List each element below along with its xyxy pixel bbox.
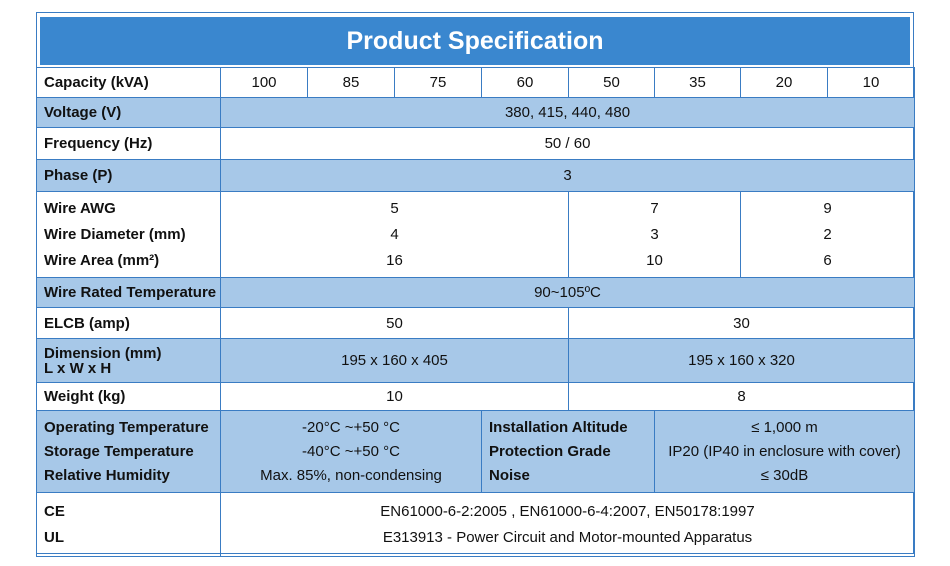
capacity-value: 20	[740, 67, 828, 98]
wire-group: 5 4 16	[220, 191, 569, 278]
weight-value: 8	[568, 382, 915, 411]
row-label: Wire Area (mm²)	[44, 251, 160, 269]
phase-value: 3	[220, 159, 915, 192]
spec-table: Capacity (kVA) 100 85 75 60 50 35 20 10 …	[36, 67, 915, 557]
row-label: Voltage (V)	[36, 97, 221, 128]
row-label: CE	[44, 502, 65, 520]
table-row-dimension: Dimension (mm) L x W x H 195 x 160 x 405…	[36, 338, 915, 383]
row-label: L x W x H	[44, 359, 112, 377]
wire-area-value: 10	[646, 251, 663, 269]
wire-diameter-value: 2	[823, 225, 832, 243]
table-row-wire: Wire AWG Wire Diameter (mm) Wire Area (m…	[36, 191, 915, 278]
operating-temperature-value: -20°C ~+50 °C	[302, 418, 400, 436]
wire-group: 9 2 6	[740, 191, 915, 278]
row-label: Operating Temperature	[44, 418, 209, 436]
page-title: Product Specification	[40, 17, 910, 65]
certification-labels: CE UL	[36, 492, 221, 557]
wire-area-value: 6	[823, 251, 832, 269]
relative-humidity-value: Max. 85%, non-condensing	[260, 466, 442, 484]
capacity-value: 75	[394, 67, 482, 98]
dimension-value: 195 x 160 x 405	[220, 338, 569, 383]
wire-rated-temperature-value: 90~105ºC	[220, 277, 915, 308]
environment-right-values: ≤ 1,000 m IP20 (IP40 in enclosure with c…	[654, 410, 915, 493]
voltage-value: 380, 415, 440, 480	[220, 97, 915, 128]
capacity-value: 35	[654, 67, 741, 98]
wire-awg-value: 9	[823, 199, 832, 217]
noise-value: ≤ 30dB	[760, 466, 809, 484]
elcb-value: 50	[220, 307, 569, 339]
elcb-value: 30	[568, 307, 915, 339]
table-row-certifications: CE UL EN61000-6-2:2005 , EN61000-6-4:200…	[36, 492, 915, 557]
row-label: Frequency (Hz)	[36, 127, 221, 160]
row-label: ELCB (amp)	[36, 307, 221, 339]
row-label: Wire Diameter (mm)	[44, 225, 186, 243]
table-row-weight: Weight (kg) 10 8	[36, 382, 915, 411]
row-label: Installation Altitude	[489, 418, 628, 436]
ce-value: EN61000-6-2:2005 , EN61000-6-4:2007, EN5…	[380, 502, 755, 520]
row-label: Protection Grade	[489, 442, 611, 460]
capacity-value: 85	[307, 67, 395, 98]
table-row-phase: Phase (P) 3	[36, 159, 915, 192]
capacity-value: 60	[481, 67, 569, 98]
capacity-value: 100	[220, 67, 308, 98]
environment-left-labels: Operating Temperature Storage Temperatur…	[36, 410, 221, 493]
table-row-frequency: Frequency (Hz) 50 / 60	[36, 127, 915, 160]
frequency-value: 50 / 60	[220, 127, 915, 160]
capacity-value: 10	[827, 67, 915, 98]
row-label: Noise	[489, 466, 530, 484]
table-row-capacity: Capacity (kVA) 100 85 75 60 50 35 20 10	[36, 67, 915, 98]
dimension-label: Dimension (mm) L x W x H	[36, 338, 221, 383]
wire-area-value: 16	[386, 251, 403, 269]
installation-altitude-value: ≤ 1,000 m	[751, 418, 818, 436]
ul-value: E313913 - Power Circuit and Motor-mounte…	[382, 528, 753, 546]
environment-left-values: -20°C ~+50 °C -40°C ~+50 °C Max. 85%, no…	[220, 410, 482, 493]
row-label: Capacity (kVA)	[36, 67, 221, 98]
row-label: Relative Humidity	[44, 466, 170, 484]
row-label: Weight (kg)	[36, 382, 221, 411]
storage-temperature-value: -40°C ~+50 °C	[302, 442, 400, 460]
wire-awg-value: 7	[650, 199, 659, 217]
table-row-elcb: ELCB (amp) 50 30	[36, 307, 915, 339]
protection-grade-value: IP20 (IP40 in enclosure with cover)	[668, 442, 901, 460]
row-label: UL	[44, 528, 64, 546]
wire-labels: Wire AWG Wire Diameter (mm) Wire Area (m…	[36, 191, 221, 278]
wire-group: 7 3 10	[568, 191, 741, 278]
wire-diameter-value: 3	[650, 225, 659, 243]
weight-value: 10	[220, 382, 569, 411]
row-label: Wire Rated Temperature	[36, 277, 221, 308]
table-row-voltage: Voltage (V) 380, 415, 440, 480	[36, 97, 915, 128]
row-label: Wire AWG	[44, 199, 116, 217]
wire-awg-value: 5	[390, 199, 399, 217]
row-label: Phase (P)	[36, 159, 221, 192]
certification-values: EN61000-6-2:2005 , EN61000-6-4:2007, EN5…	[220, 492, 915, 557]
wire-diameter-value: 4	[390, 225, 399, 243]
capacity-value: 50	[568, 67, 655, 98]
row-label: Storage Temperature	[44, 442, 194, 460]
environment-right-labels: Installation Altitude Protection Grade N…	[481, 410, 655, 493]
table-row-wire-rated-temperature: Wire Rated Temperature 90~105ºC	[36, 277, 915, 308]
row-label: Dimension (mm)	[44, 344, 162, 362]
table-row-environment: Operating Temperature Storage Temperatur…	[36, 410, 915, 493]
dimension-value: 195 x 160 x 320	[568, 338, 915, 383]
